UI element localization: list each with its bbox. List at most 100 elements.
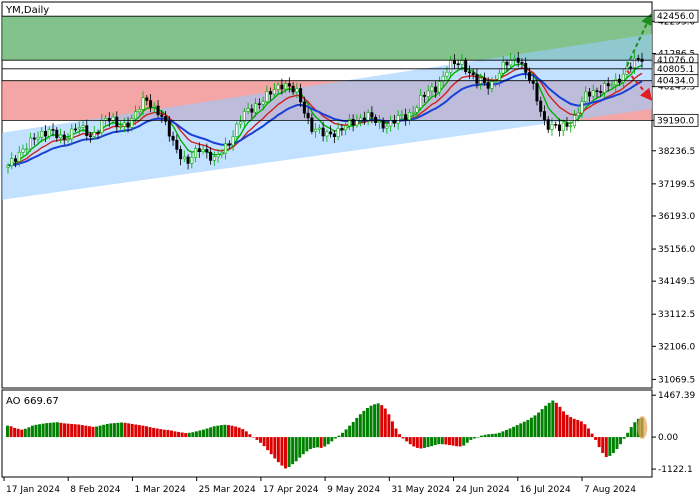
candle-body	[370, 112, 374, 118]
oscillator-highlight	[637, 415, 648, 440]
price-tick-label: 34149.5	[658, 277, 695, 287]
oscillator-bar	[41, 423, 45, 438]
oscillator-bar	[626, 432, 630, 438]
price-tick-label: 33112.5	[658, 310, 695, 320]
candle-body	[546, 119, 550, 130]
candle-body	[329, 131, 333, 135]
price-tick-label: 36193.0	[658, 212, 695, 222]
oscillator-bar	[337, 435, 341, 438]
candle-body	[520, 62, 524, 64]
candle-body	[197, 148, 201, 152]
level-tag-label: 40434.0	[657, 77, 694, 87]
chart-title: YM,Daily	[5, 5, 49, 16]
candle-body	[377, 120, 381, 123]
oscillator-bar	[419, 437, 423, 449]
candle-body	[497, 72, 501, 82]
oscillator-bar	[212, 426, 216, 438]
oscillator-bar	[216, 425, 220, 438]
level-tag	[653, 9, 699, 23]
candle-body	[92, 131, 96, 137]
candle-body	[85, 125, 89, 136]
oscillator-bar	[95, 426, 99, 438]
candle-body	[505, 61, 509, 66]
oscillator-bar	[537, 412, 541, 438]
oscillator-bar	[155, 428, 159, 438]
oscillator-bar	[398, 434, 402, 438]
time-tick-label: 17 Jan 2024	[6, 485, 60, 495]
oscillator-bar	[490, 433, 494, 438]
candle-body	[344, 125, 348, 131]
candle-body	[119, 126, 123, 128]
candle-body	[336, 127, 340, 137]
oscillator-bar	[437, 437, 441, 445]
candle-body	[467, 71, 471, 74]
candle-body	[441, 75, 445, 82]
candle-body	[291, 85, 295, 93]
candle-body	[584, 91, 588, 102]
candle-body	[539, 100, 543, 112]
candle-body	[621, 73, 625, 83]
oscillator-bar	[148, 427, 152, 438]
candle-body	[10, 158, 14, 166]
oscillator-bar	[84, 425, 88, 438]
candle-body	[111, 116, 115, 122]
candle-body	[287, 83, 291, 87]
price-tick-label: 35156.0	[658, 245, 695, 255]
oscillator-bar	[348, 425, 352, 438]
candle-body	[385, 125, 389, 129]
oscillator-bar	[633, 422, 637, 438]
oscillator-bar	[77, 424, 81, 438]
oscillator-bar	[451, 437, 455, 446]
oscillator-bar	[205, 428, 209, 438]
oscillator-bar	[312, 437, 316, 448]
candle-body	[242, 111, 246, 122]
price-tick-label: 31069.5	[658, 375, 695, 385]
candle-body	[490, 81, 494, 89]
oscillator-bar	[66, 423, 70, 438]
candle-body	[347, 118, 351, 127]
oscillator-bar	[284, 437, 287, 469]
candle-body	[152, 105, 156, 108]
candle-body	[332, 133, 336, 137]
candle-body	[595, 90, 599, 92]
candle-body	[351, 118, 355, 126]
oscillator-bar	[394, 428, 398, 438]
oscillator-bar	[184, 433, 188, 438]
candle-body	[220, 152, 224, 155]
oscillator-bar	[145, 426, 148, 438]
candle-body	[632, 58, 636, 69]
oscillator-bar	[440, 437, 444, 445]
oscillator-bar	[558, 406, 562, 438]
oscillator-bar	[173, 431, 177, 438]
oscillator-bar	[344, 429, 348, 438]
trend-channel	[2, 33, 652, 200]
oscillator-bar	[330, 437, 334, 442]
candle-body	[310, 117, 314, 132]
candle-body	[460, 60, 464, 65]
oscillator-bar	[472, 437, 476, 439]
oscillator-bar	[376, 403, 380, 438]
oscillator-bar	[152, 427, 156, 438]
oscillator-tick-label: 0.00	[658, 433, 678, 443]
candle-body	[486, 82, 490, 89]
candle-body	[610, 84, 614, 87]
candle-body	[400, 114, 404, 117]
candle-body	[636, 58, 640, 60]
oscillator-bar	[105, 423, 109, 438]
oscillator-bar	[166, 429, 170, 438]
oscillator-bar	[298, 437, 302, 458]
level-tag-label: 42456.0	[657, 12, 694, 22]
oscillator-bar	[241, 429, 245, 438]
candle-body	[527, 72, 531, 81]
oscillator-bar	[23, 428, 27, 438]
oscillator-bar	[447, 437, 451, 446]
level-tag	[653, 113, 699, 127]
oscillator-bar	[120, 422, 124, 438]
oscillator-bar	[590, 433, 594, 438]
oscillator-bar	[547, 402, 551, 438]
candle-body	[374, 116, 378, 123]
candle-body	[437, 81, 441, 93]
oscillator-bar	[462, 437, 466, 446]
candle-body	[321, 127, 325, 137]
